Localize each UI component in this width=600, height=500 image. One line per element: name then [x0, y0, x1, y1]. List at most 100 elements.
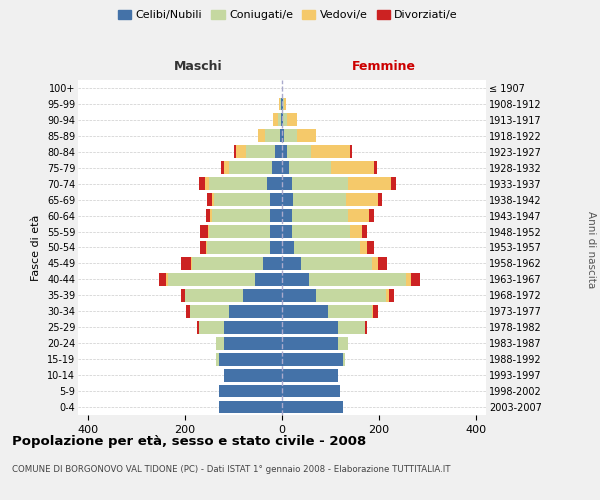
- Bar: [206, 209, 210, 222]
- Bar: [283, 98, 284, 110]
- Bar: [229, 162, 272, 174]
- Bar: [209, 225, 270, 238]
- Bar: [282, 98, 283, 110]
- Bar: [282, 209, 292, 222]
- Bar: [181, 257, 191, 270]
- Bar: [212, 209, 270, 222]
- Bar: [245, 146, 275, 158]
- Bar: [309, 273, 406, 286]
- Bar: [258, 130, 265, 142]
- Bar: [289, 162, 331, 174]
- Bar: [282, 368, 338, 382]
- Bar: [199, 321, 224, 334]
- Bar: [367, 241, 374, 254]
- Bar: [217, 353, 219, 366]
- Bar: [282, 225, 292, 238]
- Bar: [224, 368, 282, 382]
- Bar: [205, 178, 209, 190]
- Bar: [282, 400, 343, 413]
- Bar: [282, 130, 284, 142]
- Bar: [377, 194, 382, 206]
- Bar: [282, 289, 316, 302]
- Bar: [328, 305, 372, 318]
- Bar: [338, 321, 365, 334]
- Bar: [301, 257, 372, 270]
- Bar: [282, 337, 338, 349]
- Bar: [370, 209, 374, 222]
- Bar: [210, 209, 212, 222]
- Bar: [229, 305, 282, 318]
- Bar: [346, 194, 377, 206]
- Bar: [389, 289, 394, 302]
- Bar: [186, 305, 190, 318]
- Bar: [190, 305, 229, 318]
- Bar: [280, 130, 282, 142]
- Bar: [159, 273, 166, 286]
- Bar: [373, 305, 378, 318]
- Bar: [362, 225, 367, 238]
- Bar: [292, 209, 347, 222]
- Bar: [287, 114, 297, 126]
- Bar: [391, 178, 396, 190]
- Bar: [347, 178, 391, 190]
- Bar: [293, 194, 346, 206]
- Bar: [282, 241, 294, 254]
- Bar: [279, 98, 280, 110]
- Bar: [166, 273, 168, 286]
- Bar: [200, 241, 206, 254]
- Bar: [347, 209, 370, 222]
- Bar: [374, 162, 377, 174]
- Bar: [281, 114, 282, 126]
- Bar: [219, 400, 282, 413]
- Bar: [191, 257, 192, 270]
- Bar: [350, 225, 362, 238]
- Bar: [284, 130, 296, 142]
- Bar: [292, 225, 350, 238]
- Bar: [282, 257, 301, 270]
- Bar: [282, 321, 338, 334]
- Bar: [224, 321, 282, 334]
- Bar: [386, 289, 389, 302]
- Bar: [255, 273, 282, 286]
- Bar: [217, 337, 224, 349]
- Bar: [282, 146, 287, 158]
- Bar: [219, 353, 282, 366]
- Bar: [268, 178, 282, 190]
- Bar: [221, 162, 224, 174]
- Bar: [411, 273, 421, 286]
- Bar: [284, 98, 286, 110]
- Bar: [192, 257, 263, 270]
- Bar: [275, 146, 282, 158]
- Y-axis label: Fasce di età: Fasce di età: [31, 214, 41, 280]
- Bar: [360, 241, 367, 254]
- Text: Maschi: Maschi: [173, 60, 223, 72]
- Bar: [207, 194, 212, 206]
- Bar: [197, 321, 199, 334]
- Bar: [283, 114, 287, 126]
- Bar: [270, 209, 282, 222]
- Bar: [372, 305, 373, 318]
- Bar: [168, 273, 255, 286]
- Bar: [282, 194, 293, 206]
- Bar: [282, 353, 343, 366]
- Bar: [209, 178, 268, 190]
- Bar: [282, 384, 340, 398]
- Bar: [316, 289, 386, 302]
- Bar: [406, 273, 411, 286]
- Bar: [377, 257, 388, 270]
- Bar: [208, 225, 209, 238]
- Bar: [296, 130, 316, 142]
- Bar: [263, 257, 282, 270]
- Bar: [273, 114, 278, 126]
- Bar: [212, 194, 214, 206]
- Bar: [236, 146, 245, 158]
- Bar: [270, 194, 282, 206]
- Bar: [278, 114, 281, 126]
- Legend: Celibi/Nubili, Coniugati/e, Vedovi/e, Divorziati/e: Celibi/Nubili, Coniugati/e, Vedovi/e, Di…: [113, 6, 463, 25]
- Text: COMUNE DI BORGONOVO VAL TIDONE (PC) - Dati ISTAT 1° gennaio 2008 - Elaborazione : COMUNE DI BORGONOVO VAL TIDONE (PC) - Da…: [12, 465, 451, 474]
- Bar: [181, 289, 185, 302]
- Bar: [372, 257, 377, 270]
- Bar: [270, 225, 282, 238]
- Bar: [287, 146, 311, 158]
- Bar: [235, 146, 236, 158]
